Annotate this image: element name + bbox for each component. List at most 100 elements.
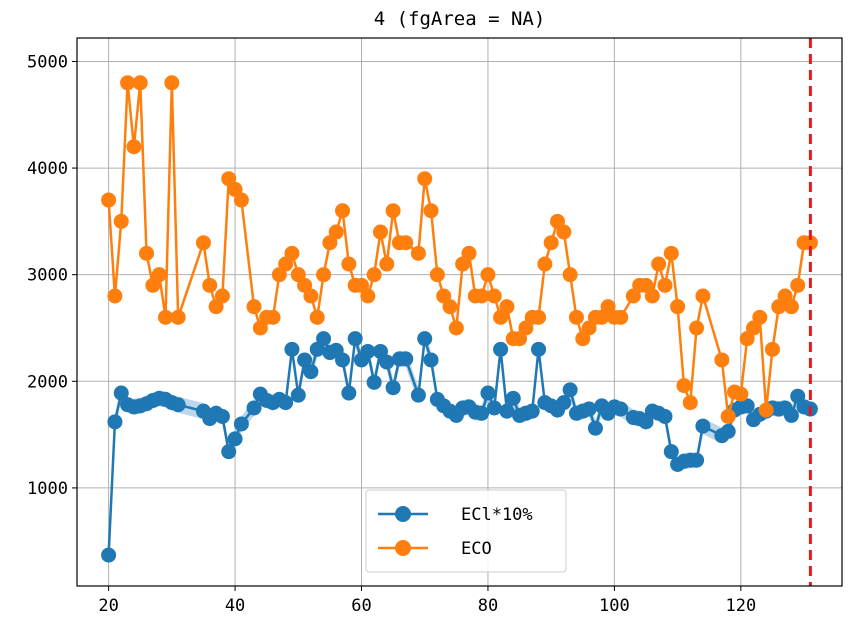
data-point-eco [790,277,806,293]
data-point-eco [139,245,155,261]
data-point-eco [499,299,515,315]
data-point-eci [720,423,736,439]
legend-marker-eci [395,506,411,522]
y-tick-label: 4000 [27,159,68,179]
data-point-eco [170,309,186,325]
data-point-eci [410,387,426,403]
data-point-eco [284,245,300,261]
data-point-eco [670,299,686,315]
data-point-eco [214,288,230,304]
data-point-eco [531,309,547,325]
data-point-eci [303,364,319,380]
data-point-eci [246,400,262,416]
data-point-eco [107,288,123,304]
data-point-eci [499,403,515,419]
data-point-eco [423,203,439,219]
data-point-eco [448,320,464,336]
data-point-eco [695,288,711,304]
x-tick-label: 80 [478,596,498,616]
data-point-eci [113,385,129,401]
x-tick-label: 20 [98,596,118,616]
data-point-eci [366,374,382,390]
data-point-eci [385,380,401,396]
y-tick-label: 1000 [27,479,68,499]
data-point-eci [531,341,547,357]
y-tick-label: 5000 [27,52,68,72]
data-point-eco [682,395,698,411]
data-point-eco [316,267,332,283]
legend-label-eco: ECO [461,539,492,559]
data-point-eco [651,256,667,272]
data-point-eci [284,341,300,357]
data-point-eco [486,288,502,304]
series-lines [101,75,818,563]
data-point-eco [714,352,730,368]
data-point-eco [442,299,458,315]
legend: ECl*10% ECO [365,489,567,573]
data-point-eco [689,320,705,336]
x-tick-label: 60 [351,596,371,616]
data-point-eci [562,382,578,398]
data-point-eco [398,235,414,251]
data-point-eco [657,277,673,293]
data-point-eci [423,352,439,368]
axis-ticks: 20 40 60 80 100 120 1000 2000 3000 4000 5000 [27,52,756,616]
data-point-eco [372,224,388,240]
data-point-eco [562,267,578,283]
x-tick-label: 40 [225,596,245,616]
data-point-eco [429,267,445,283]
data-point-eco [265,309,281,325]
data-point-eci [613,401,629,417]
data-point-eci [480,385,496,401]
data-point-eci [587,420,603,436]
data-point-eco [543,235,559,251]
series-eco [101,75,818,424]
data-point-eco [676,378,692,394]
data-point-eci [581,401,597,417]
data-point-eci [290,387,306,403]
legend-box [365,489,567,573]
data-point-eco [151,267,167,283]
data-point-eci [278,395,294,411]
data-point-eco [195,235,211,251]
data-point-eci [493,341,509,357]
data-point-eco [246,299,262,315]
series-line-eco [107,81,811,418]
data-point-eci [657,408,673,424]
data-point-eco [303,288,319,304]
data-point-eci [341,385,357,401]
data-point-eco [341,256,357,272]
data-point-eci [233,416,249,432]
data-point-eci [101,547,117,563]
data-point-eci [335,352,351,368]
data-point-eci [170,397,186,413]
data-point-eco [613,309,629,325]
x-tick-label: 100 [599,596,630,616]
data-point-eco [233,192,249,208]
data-point-eci [695,418,711,434]
data-point-eco [101,192,117,208]
data-point-eci [316,331,332,347]
data-point-eci [417,331,433,347]
data-point-eco [474,288,490,304]
data-point-eco [568,309,584,325]
data-point-eco [366,267,382,283]
data-point-eco [410,245,426,261]
legend-label-eci: ECl*10% [461,505,533,525]
data-point-eco [132,75,148,91]
data-point-eco [126,139,142,155]
data-point-eci [379,354,395,370]
data-point-eco [113,213,129,229]
data-point-eco [158,309,174,325]
data-point-eco [802,235,818,251]
data-point-eci [524,403,540,419]
data-point-eco [164,75,180,91]
data-point-eco [758,402,774,418]
data-point-eco [733,386,749,402]
series-eci [101,331,818,563]
data-point-eci [556,395,572,411]
data-point-eco [556,224,572,240]
data-point-eco [328,224,344,240]
data-point-eci [474,405,490,421]
data-point-eco [644,288,660,304]
